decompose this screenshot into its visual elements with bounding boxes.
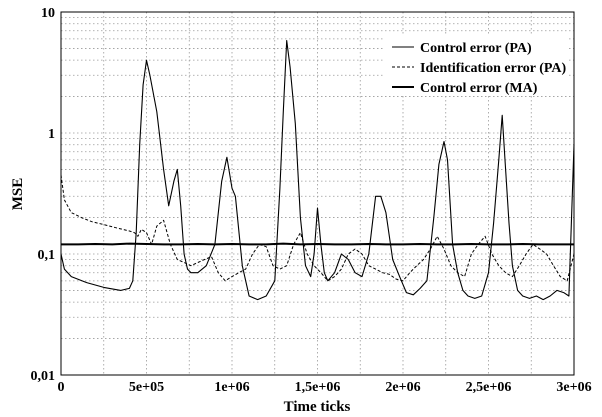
series-line-control-error-ma	[61, 242, 574, 246]
y-tick-label: 0,1	[38, 248, 56, 263]
x-tick-label: 0	[58, 380, 65, 395]
x-tick-label: 2,5e+06	[466, 380, 512, 395]
legend-box	[384, 36, 568, 96]
plot-frame	[60, 11, 575, 376]
x-tick-label: 1e+06	[214, 380, 249, 395]
x-tick-label: 3e+06	[556, 380, 591, 395]
grid	[61, 12, 574, 375]
x-tick-label: 2e+06	[385, 380, 420, 395]
x-tick-label: 1,5e+06	[295, 380, 341, 395]
series-layer	[60, 40, 575, 301]
x-tick-label: 5e+05	[129, 380, 164, 395]
legend-label-control-error-ma: Control error (MA)	[420, 81, 538, 96]
legend-label-identification-error-pa: Identification error (PA)	[420, 61, 567, 76]
x-axis-label: Time ticks	[284, 399, 351, 415]
series-line-control-error-pa	[60, 40, 575, 301]
tick-labels: 0 5e+05 1e+06 1,5e+06 2e+06 2,5e+06 3e+06 0,01 0…	[31, 6, 592, 395]
y-axis-label: MSE	[10, 178, 26, 211]
y-tick-label: 10	[41, 6, 55, 21]
legend-label-control-error-pa: Control error (PA)	[420, 41, 532, 56]
y-tick-label: 1	[48, 127, 55, 142]
y-tick-label: 0,01	[31, 369, 56, 384]
legend: Control error (PA) Identification error …	[384, 36, 568, 96]
